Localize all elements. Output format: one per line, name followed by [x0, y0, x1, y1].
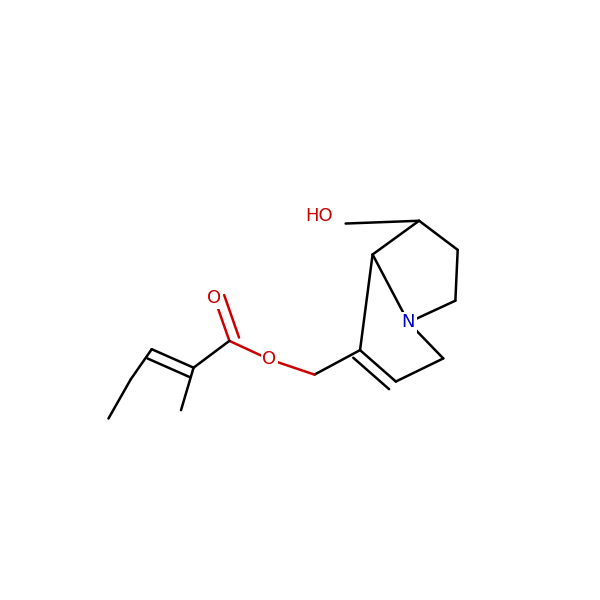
- Text: N: N: [401, 313, 415, 331]
- Text: HO: HO: [305, 207, 333, 225]
- Text: O: O: [262, 350, 277, 368]
- Text: O: O: [208, 289, 221, 307]
